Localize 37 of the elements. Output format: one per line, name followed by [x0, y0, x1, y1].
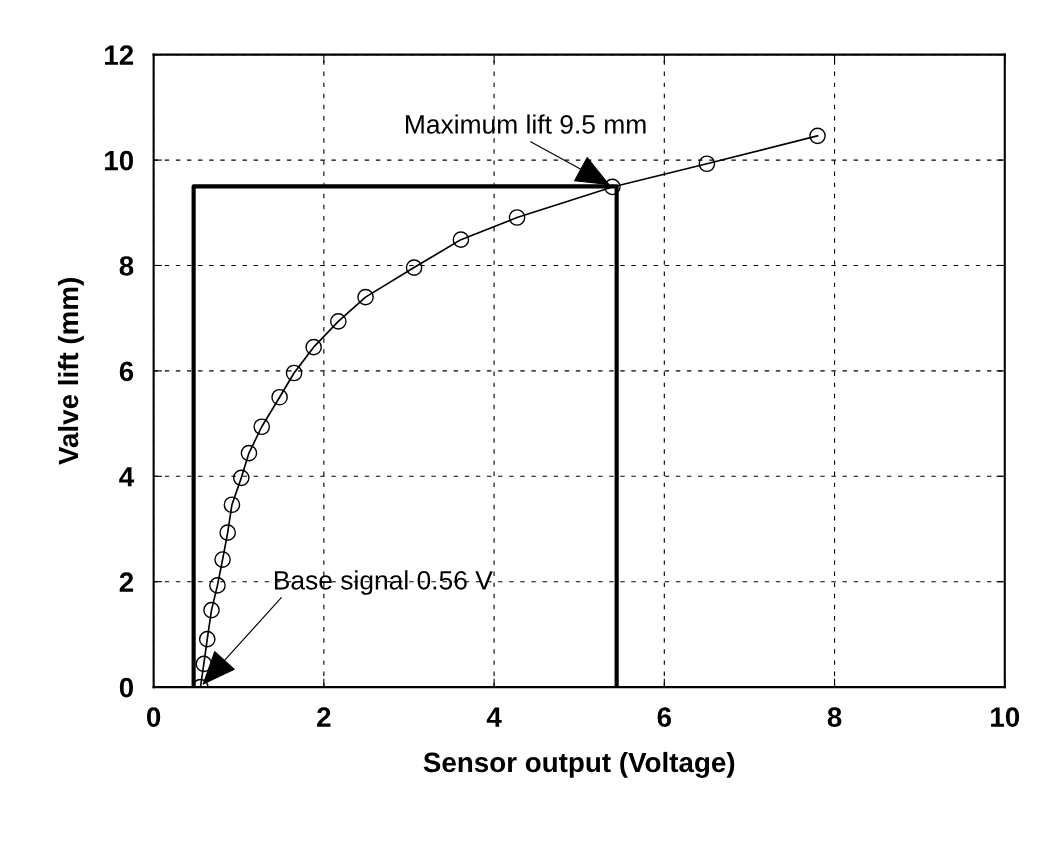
- point: [240, 444, 258, 462]
- point: [508, 209, 526, 226]
- point: [698, 155, 716, 173]
- y-tick-label: 6: [119, 361, 134, 382]
- point: [198, 630, 216, 648]
- point: [203, 601, 220, 619]
- point: [452, 231, 470, 248]
- x-tick-label: 8: [827, 707, 842, 727]
- x-tick-label: 6: [657, 707, 672, 727]
- point: [271, 388, 288, 406]
- x-tick-label: 2: [317, 707, 331, 727]
- y-tick-label: 10: [105, 150, 134, 171]
- annotation: Maximum lift 9.5 mm: [406, 114, 646, 134]
- point: [604, 178, 621, 196]
- y-tick-label: 12: [105, 45, 134, 65]
- x-tick-label: 10: [991, 707, 1020, 727]
- point: [223, 496, 241, 514]
- x-axis-title: Sensor output (Voltage): [423, 751, 735, 778]
- y-tick-label: 8: [119, 256, 134, 276]
- point: [232, 469, 250, 487]
- point: [809, 127, 826, 145]
- annotation: Base signal 0.56 V: [274, 570, 493, 595]
- point: [253, 418, 271, 436]
- x-tick-label: 0: [147, 707, 161, 727]
- point: [219, 524, 237, 542]
- point: [329, 313, 347, 330]
- y-tick-label: 2: [119, 572, 134, 592]
- point: [209, 577, 226, 594]
- y-tick-label: 0: [119, 677, 134, 698]
- y-tick-label: 4: [119, 467, 135, 487]
- point: [405, 259, 423, 276]
- point: [214, 551, 231, 568]
- point: [285, 364, 303, 382]
- x-tick-label: 4: [486, 707, 502, 727]
- y-axis-title: Valve lift (mm): [57, 278, 84, 465]
- point: [305, 338, 322, 356]
- point: [357, 288, 374, 306]
